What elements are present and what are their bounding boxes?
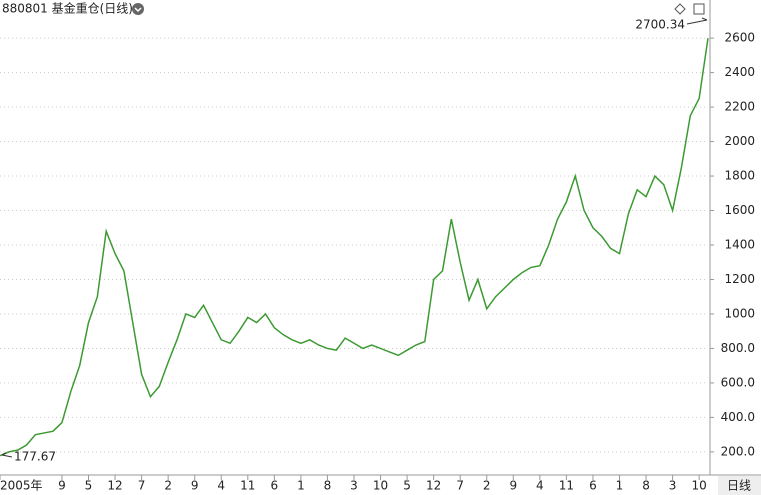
x-tick-label: 3 — [350, 479, 358, 493]
x-tick-label: 9 — [191, 479, 199, 493]
y-tick-label: 800.0 — [721, 341, 755, 355]
x-tick-label: 5 — [403, 479, 411, 493]
x-tick-label: 3 — [669, 479, 677, 493]
x-tick-label: 8 — [642, 479, 650, 493]
x-tick-label: 12 — [426, 479, 441, 493]
x-tick-label: 10 — [692, 479, 707, 493]
x-tick-label: 11 — [559, 479, 574, 493]
x-tick-label: 2 — [483, 479, 491, 493]
max-label: 2700.34 — [635, 18, 685, 32]
x-tick-label: 4 — [217, 479, 225, 493]
x-tick-label: 1 — [297, 479, 305, 493]
x-tick-label: 5 — [85, 479, 93, 493]
x-tick-label: 8 — [324, 479, 332, 493]
y-tick-label: 1800 — [724, 169, 755, 183]
y-tick-label: 400.0 — [721, 410, 755, 424]
min-label: 177.67 — [14, 450, 56, 464]
chart-title: 880801 基金重仓(日线) — [2, 1, 133, 16]
x-tick-label: 7 — [138, 479, 146, 493]
max-arrow — [686, 17, 708, 25]
y-tick-label: 200.0 — [721, 444, 755, 458]
x-tick-label: 12 — [107, 479, 122, 493]
panel-icon[interactable] — [693, 3, 705, 15]
y-tick-label: 1000 — [724, 306, 755, 320]
x-tick-label: 2 — [164, 479, 172, 493]
y-tick-label: 1600 — [724, 203, 755, 217]
x-tick-label: 2005年 — [0, 479, 43, 493]
min-arrow — [1, 452, 13, 458]
y-tick-label: 1200 — [724, 272, 755, 286]
menu-chevron — [134, 7, 142, 13]
menu-icon[interactable] — [132, 3, 144, 15]
diamond-icon[interactable] — [674, 3, 686, 15]
x-tick-label: 4 — [536, 479, 544, 493]
x-tick-label: 7 — [456, 479, 464, 493]
period-button-label[interactable]: 日线 — [727, 479, 751, 493]
period-button[interactable] — [718, 476, 761, 495]
x-tick-label: 6 — [271, 479, 279, 493]
x-tick-label: 11 — [240, 479, 255, 493]
x-tick-label: 6 — [589, 479, 597, 493]
y-tick-label: 1400 — [724, 238, 755, 252]
x-tick-label: 1 — [616, 479, 624, 493]
y-tick-label: 2000 — [724, 134, 755, 148]
x-tick-label: 9 — [509, 479, 517, 493]
x-tick-label: 10 — [373, 479, 388, 493]
y-tick-label: 600.0 — [721, 375, 755, 389]
y-tick-label: 2600 — [724, 31, 755, 45]
x-tick-label: 9 — [58, 479, 66, 493]
y-tick-label: 2400 — [724, 65, 755, 79]
y-tick-label: 2200 — [724, 100, 755, 114]
price-line — [0, 37, 709, 457]
